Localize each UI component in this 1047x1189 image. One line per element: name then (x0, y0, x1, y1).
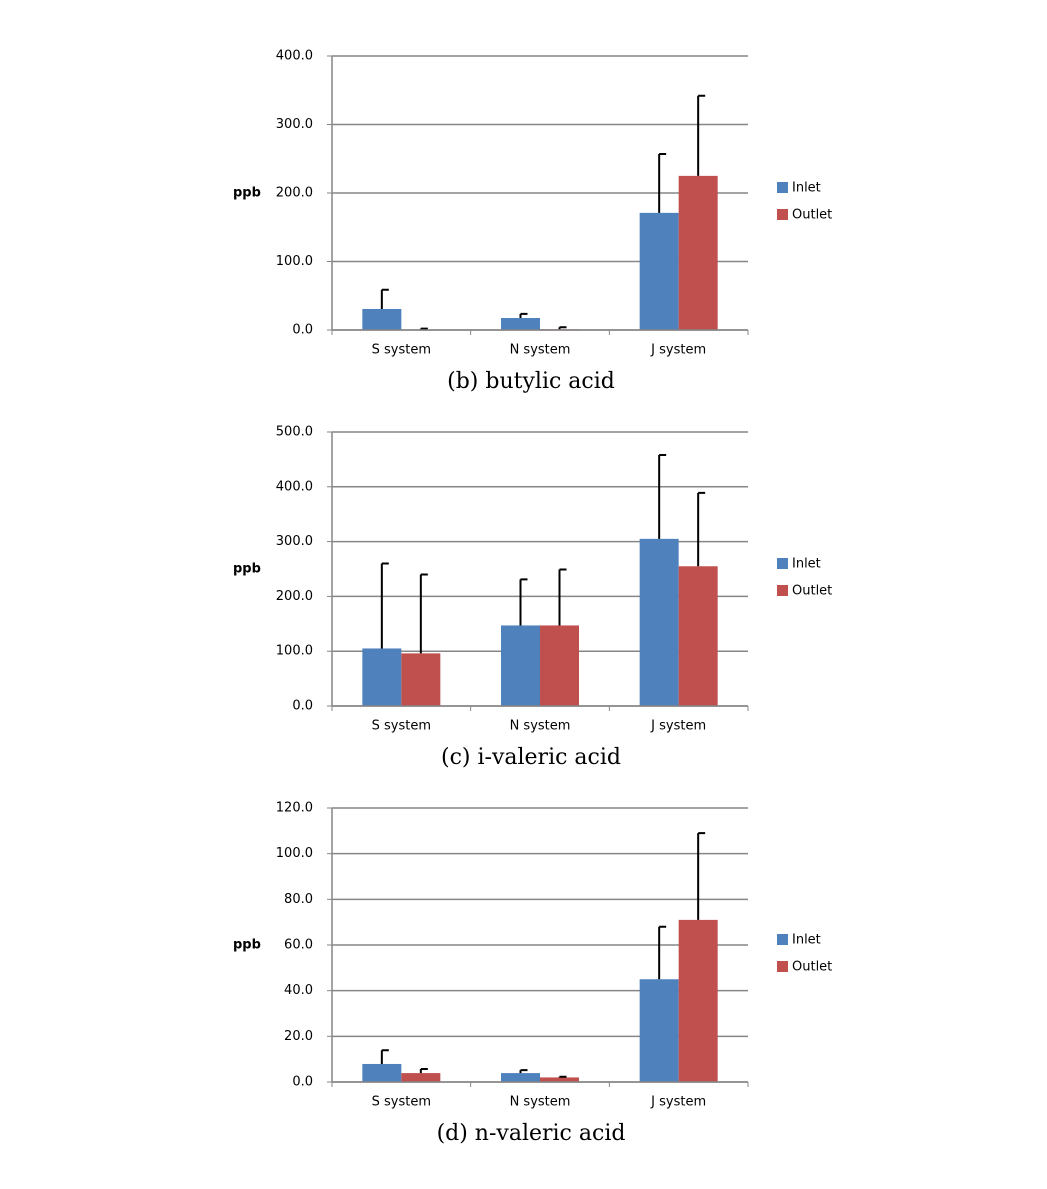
bar (639, 538, 679, 706)
x-tick-label: N system (510, 343, 571, 358)
legend-swatch (777, 209, 788, 220)
x-tick-label: N system (510, 719, 571, 734)
x-tick-label: S system (372, 343, 431, 358)
legend-label: Outlet (792, 208, 832, 223)
y-tick-label: 300.0 (276, 534, 313, 549)
legend-swatch (777, 558, 788, 569)
error-bar (519, 578, 528, 626)
chart-caption: (c) i-valeric acid (441, 745, 621, 770)
legend-label: Inlet (792, 181, 821, 196)
chart-caption: (d) n-valeric acid (437, 1121, 626, 1146)
error-bar (658, 925, 667, 980)
x-tick-label: S system (372, 719, 431, 734)
error-bar (697, 94, 706, 176)
bar (501, 625, 540, 706)
x-tick-label: N system (510, 1095, 571, 1110)
y-tick-label: 200.0 (276, 186, 313, 201)
legend-label: Inlet (792, 933, 821, 948)
legend-swatch (777, 182, 788, 193)
error-bar (558, 568, 567, 626)
y-tick-label: 0.0 (292, 699, 313, 714)
bar (401, 1073, 441, 1082)
y-tick-label: 100.0 (276, 644, 313, 659)
x-tick-label: J system (650, 1095, 706, 1110)
y-tick-label: 400.0 (276, 49, 313, 64)
y-axis-label: ppb (233, 186, 261, 201)
bar (678, 566, 718, 706)
bar (639, 212, 679, 330)
error-bar (419, 1067, 428, 1074)
error-bar (658, 152, 667, 213)
y-tick-label: 20.0 (284, 1029, 313, 1044)
bar (639, 979, 679, 1082)
y-tick-label: 500.0 (276, 425, 313, 440)
y-tick-label: 300.0 (276, 117, 313, 132)
bar (401, 653, 441, 706)
bar (501, 1073, 540, 1082)
error-bar (519, 312, 528, 319)
error-bar (558, 326, 567, 330)
y-tick-label: 60.0 (284, 938, 313, 953)
error-bar (380, 288, 389, 309)
y-tick-label: 120.0 (276, 801, 313, 816)
x-tick-label: J system (650, 343, 706, 358)
bar (678, 919, 718, 1082)
y-tick-label: 400.0 (276, 479, 313, 494)
error-bar (697, 832, 706, 920)
legend-swatch (777, 585, 788, 596)
y-axis-label: ppb (233, 938, 261, 953)
error-bar (519, 1069, 528, 1074)
legend-swatch (777, 934, 788, 945)
error-bar (380, 1049, 389, 1064)
x-tick-label: J system (650, 719, 706, 734)
bar (678, 175, 718, 330)
error-bar (558, 1075, 567, 1078)
bar (362, 308, 402, 330)
error-bar (697, 491, 706, 567)
bar (501, 318, 540, 330)
y-tick-label: 40.0 (284, 983, 313, 998)
chart-caption: (b) butylic acid (447, 369, 615, 394)
y-tick-label: 200.0 (276, 589, 313, 604)
y-axis-label: ppb (233, 562, 261, 577)
x-tick-label: S system (372, 1095, 431, 1110)
bar (362, 648, 402, 706)
legend-label: Inlet (792, 557, 821, 572)
y-tick-label: 0.0 (292, 323, 313, 338)
y-tick-label: 100.0 (276, 846, 313, 861)
bar (540, 1077, 579, 1082)
y-tick-label: 80.0 (284, 892, 313, 907)
y-tick-label: 100.0 (276, 254, 313, 269)
y-tick-label: 0.0 (292, 1075, 313, 1090)
error-bar (419, 573, 428, 654)
legend-swatch (777, 961, 788, 972)
bar (362, 1063, 402, 1082)
error-bar (380, 562, 389, 649)
legend-label: Outlet (792, 960, 832, 975)
bar (540, 625, 579, 706)
error-bar (658, 454, 667, 539)
legend-label: Outlet (792, 584, 832, 599)
